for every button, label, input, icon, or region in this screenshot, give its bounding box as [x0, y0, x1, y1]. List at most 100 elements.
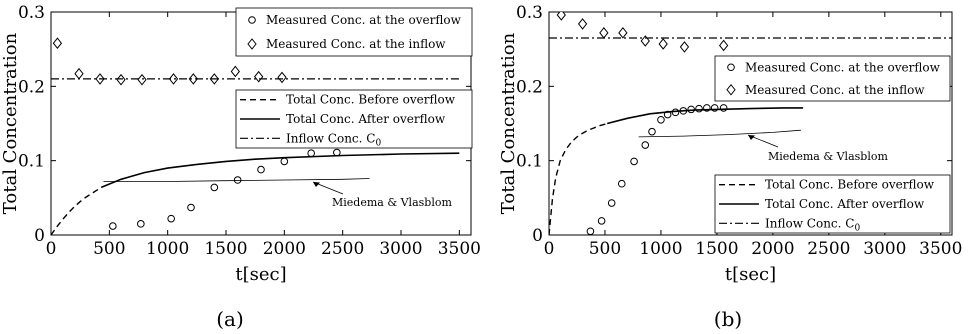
legend-marker: [248, 16, 256, 24]
series-line-total-conc-after-overflow: [607, 107, 804, 125]
data-point-measured-conc-at-the-overflow: [617, 179, 626, 188]
x-tick-label: 3500: [919, 239, 962, 259]
legend-label: Measured Conc. at the overflow: [745, 60, 941, 74]
legend-box: [235, 7, 473, 57]
data-point-measured-conc-at-the-inflow: [577, 18, 588, 30]
y-tick-label: 0: [34, 226, 45, 246]
data-point-measured-conc-at-the-inflow: [658, 38, 668, 50]
annotation-arrowhead: [748, 135, 755, 140]
series-line-total-conc-after-overflow: [100, 152, 460, 189]
series-line-miedema-vlasblom: [638, 129, 801, 138]
x-tick-label: 3500: [438, 239, 481, 259]
data-point-measured-conc-at-the-overflow: [597, 217, 606, 225]
data-point-measured-conc-at-the-overflow: [586, 227, 595, 235]
series-line-miedema-vlasblom: [103, 178, 370, 182]
plot-frame: [548, 11, 953, 236]
y-tick-label: 0.3: [18, 3, 45, 23]
legend-label: Total Conc. Before overflow: [286, 93, 456, 107]
x-tick-label: 1000: [639, 239, 682, 259]
data-point-measured-conc-at-the-inflow: [618, 27, 628, 39]
data-point-measured-conc-at-the-overflow: [657, 115, 665, 124]
legend-marker: [247, 38, 257, 50]
plot-area: [549, 12, 952, 235]
x-tick-label: 1000: [146, 239, 189, 259]
x-tick-label: 500: [93, 239, 125, 259]
legend-marker: [726, 83, 736, 96]
data-point-measured-conc-at-the-inflow: [137, 73, 147, 86]
x-tick-label: 2000: [263, 239, 306, 259]
legend-label: Total Conc. After overflow: [286, 112, 446, 126]
data-point-measured-conc-at-the-overflow: [109, 222, 117, 230]
data-point-measured-conc-at-the-overflow: [333, 148, 341, 157]
data-point-measured-conc-at-the-inflow: [556, 12, 566, 21]
data-point-measured-conc-at-the-overflow: [137, 220, 145, 228]
data-point-measured-conc-at-the-overflow: [280, 157, 289, 166]
legend-label: Measured Conc. at the inflow: [745, 83, 925, 97]
annotation-arrowhead: [313, 182, 320, 187]
data-point-measured-conc-at-the-inflow: [718, 39, 729, 52]
x-axis-label: t[sec]: [235, 264, 286, 285]
data-point-measured-conc-at-the-overflow: [630, 157, 638, 166]
y-tick-label: 0.1: [18, 152, 45, 172]
chart-panel-b: 0 500 1000 1500 2000 2500 3000 3500 0 0.1 0.2 0.3 t[…: [498, 3, 962, 331]
legend-box: [714, 55, 951, 102]
data-point-measured-conc-at-the-overflow: [648, 127, 656, 136]
data-point-measured-conc-at-the-overflow: [233, 176, 242, 184]
x-tick-label: 2500: [321, 239, 364, 259]
data-point-measured-conc-at-the-overflow: [210, 183, 219, 192]
data-point-measured-conc-at-the-inflow: [277, 71, 287, 84]
data-point-measured-conc-at-the-overflow: [307, 149, 315, 158]
legend-label: Inflow Conc. C0: [765, 216, 860, 233]
data-point-measured-conc-at-the-inflow: [168, 73, 179, 85]
legend-label-subscript: 0: [375, 138, 381, 148]
data-point-measured-conc-at-the-inflow: [599, 27, 609, 39]
data-point-measured-conc-at-the-inflow: [116, 73, 126, 86]
data-point-measured-conc-at-the-overflow: [167, 214, 175, 223]
panel-caption: (a): [216, 307, 244, 331]
x-tick-label: 1500: [204, 239, 247, 259]
legend-label: Total Conc. Before overflow: [765, 178, 935, 192]
y-tick-label: 0.2: [516, 77, 543, 97]
legend-label: Total Conc. After overflow: [765, 197, 925, 211]
x-tick-label: 0: [46, 239, 57, 259]
data-point-measured-conc-at-the-inflow: [230, 65, 240, 78]
panel-caption: (b): [714, 307, 742, 331]
x-tick-label: 3000: [379, 239, 422, 259]
data-point-measured-conc-at-the-overflow: [641, 141, 650, 149]
y-axis-label: Total Concentration: [0, 32, 21, 214]
series-line-total-conc-before-overflow: [549, 122, 608, 235]
y-tick-label: 0: [532, 226, 543, 246]
x-tick-label: 1500: [695, 239, 738, 259]
data-point-measured-conc-at-the-overflow: [187, 203, 195, 212]
data-point-measured-conc-at-the-inflow: [679, 41, 690, 53]
y-tick-label: 0.1: [516, 152, 543, 172]
y-tick-label: 0.2: [18, 77, 45, 97]
chart-panel-a: 0 500 1000 1500 2000 2500 3000 3500 0 0.1 0.2 0.3 t[…: [0, 3, 481, 331]
plot-area: [51, 37, 460, 235]
legend-marker: [727, 63, 735, 72]
legend-label: Inflow Conc. C0: [286, 131, 381, 148]
legend-label-subscript: 0: [854, 223, 860, 233]
legend-label: Measured Conc. at the overflow: [266, 13, 462, 27]
annotation-label: Miedema & Vlasblom: [332, 196, 452, 209]
x-tick-label: 3000: [863, 239, 906, 259]
annotation-label: Miedema & Vlasblom: [768, 150, 888, 163]
data-point-measured-conc-at-the-overflow: [257, 165, 265, 174]
x-tick-label: 0: [544, 239, 555, 259]
data-point-measured-conc-at-the-inflow: [254, 70, 264, 83]
data-point-measured-conc-at-the-overflow: [607, 199, 616, 207]
legend-label: Measured Conc. at the inflow: [266, 37, 446, 51]
x-tick-label: 2000: [751, 239, 794, 259]
x-tick-label: 500: [589, 239, 621, 259]
data-point-measured-conc-at-the-overflow: [671, 108, 680, 117]
x-tick-label: 2500: [807, 239, 850, 259]
y-tick-label: 0.3: [516, 3, 543, 23]
y-axis-label: Total Concentration: [498, 32, 519, 214]
data-point-measured-conc-at-the-inflow: [74, 67, 84, 80]
data-point-measured-conc-at-the-inflow: [52, 37, 63, 50]
data-point-measured-conc-at-the-overflow: [719, 104, 728, 112]
data-point-measured-conc-at-the-overflow: [695, 104, 703, 113]
data-point-measured-conc-at-the-inflow: [188, 73, 198, 85]
x-axis-label: t[sec]: [725, 264, 776, 285]
